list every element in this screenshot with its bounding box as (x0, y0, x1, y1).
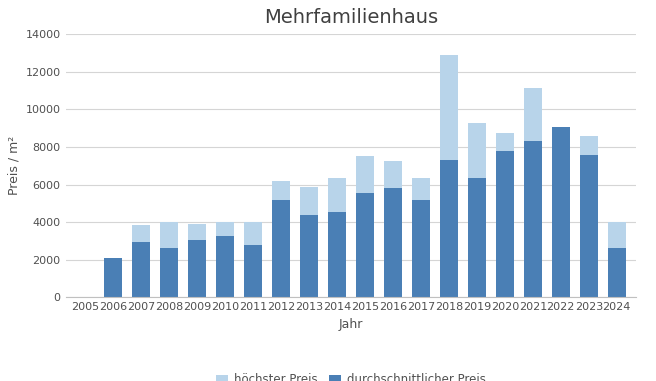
Bar (580, 136, 598, 155)
Bar (160, 248, 178, 297)
Bar (440, 55, 458, 160)
Bar (328, 212, 346, 297)
Y-axis label: Preis / m²: Preis / m² (7, 136, 20, 195)
Bar (468, 123, 486, 178)
Bar (244, 222, 262, 245)
Bar (496, 151, 514, 297)
X-axis label: Jahr: Jahr (338, 318, 363, 331)
Bar (132, 225, 150, 242)
Bar (356, 193, 374, 297)
Bar (523, 141, 542, 297)
Bar (440, 160, 458, 297)
Bar (300, 187, 318, 216)
Bar (496, 133, 514, 151)
Bar (188, 224, 206, 240)
Bar (160, 222, 178, 248)
Bar (607, 222, 626, 248)
Bar (552, 127, 570, 297)
Bar (412, 178, 430, 200)
Title: Mehrfamilienhaus: Mehrfamilienhaus (264, 8, 438, 27)
Bar (216, 222, 234, 236)
Bar (356, 156, 374, 193)
Bar (384, 161, 402, 188)
Bar (523, 88, 542, 141)
Bar (104, 258, 122, 297)
Legend: höchster Preis, durchschnittlicher Preis: höchster Preis, durchschnittlicher Preis (211, 369, 491, 381)
Bar (244, 245, 262, 297)
Bar (468, 178, 486, 297)
Bar (328, 178, 346, 212)
Bar (580, 155, 598, 297)
Bar (216, 236, 234, 297)
Bar (272, 200, 290, 297)
Bar (132, 242, 150, 297)
Bar (300, 216, 318, 297)
Bar (188, 240, 206, 297)
Bar (272, 181, 290, 200)
Bar (607, 248, 626, 297)
Bar (412, 200, 430, 297)
Bar (384, 188, 402, 297)
